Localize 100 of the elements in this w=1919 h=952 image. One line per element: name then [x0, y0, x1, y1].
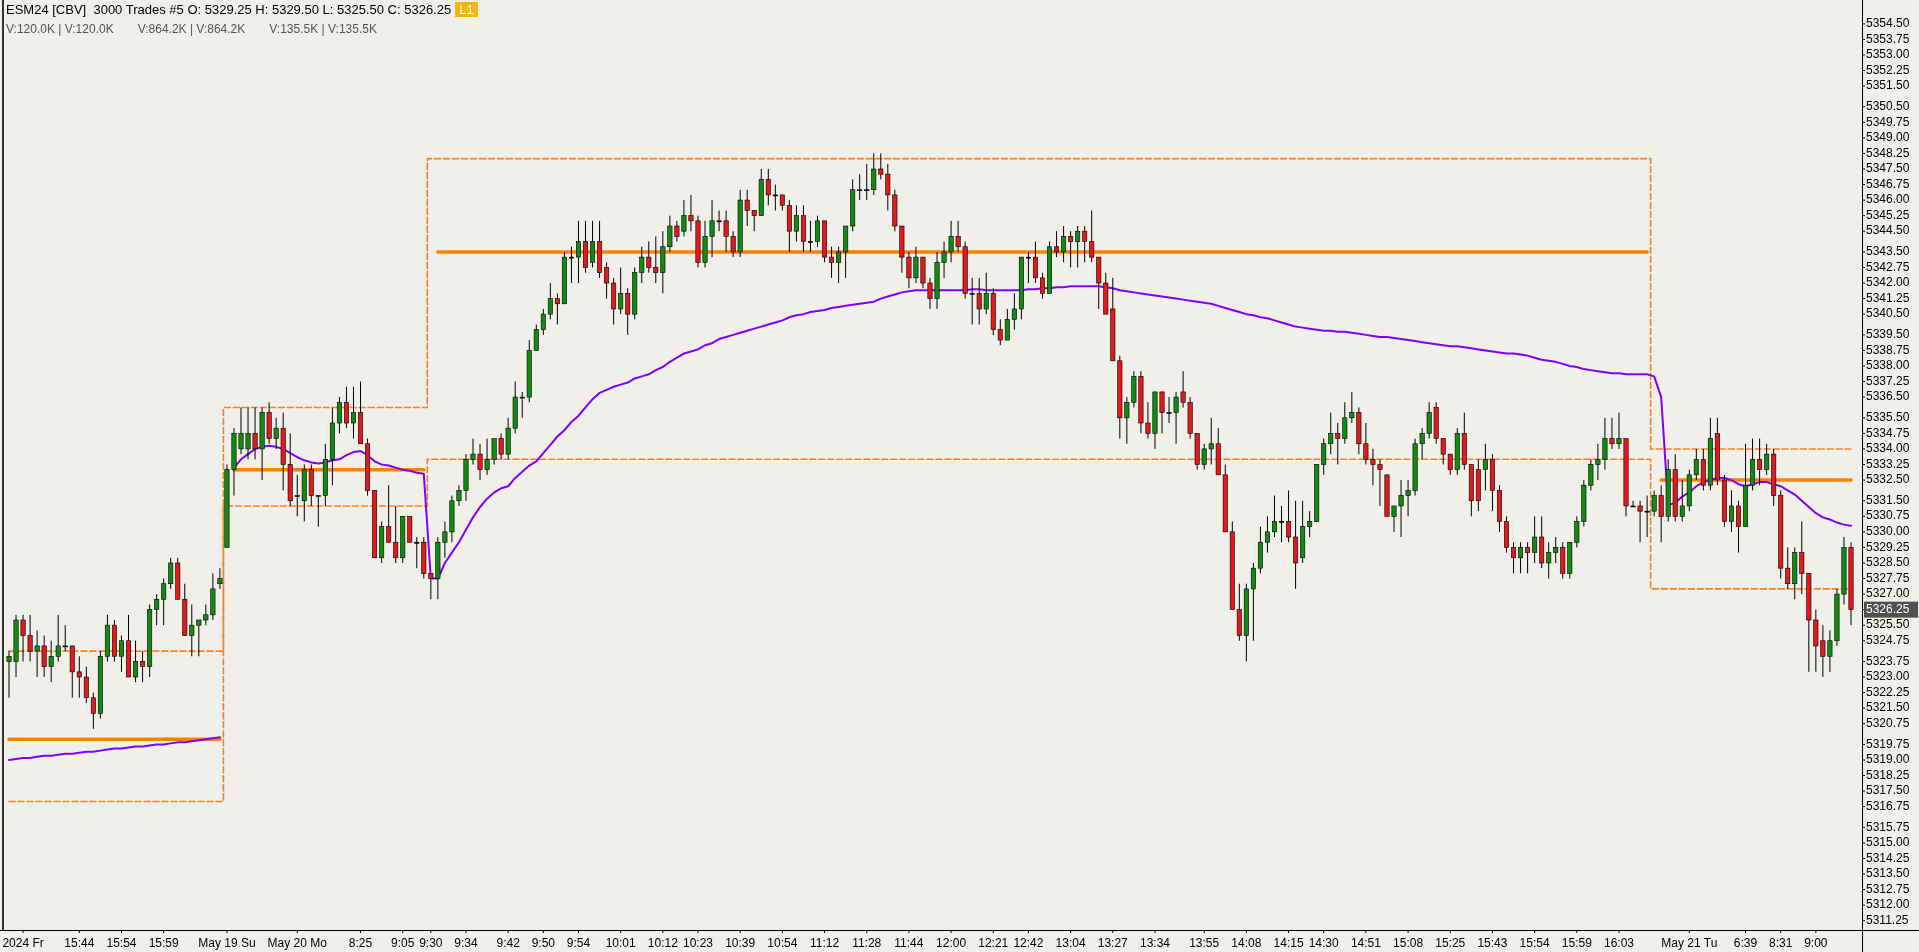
y-tick-label: 5324.75 — [1866, 632, 1910, 647]
y-tick-label: 5333.25 — [1866, 456, 1910, 471]
candlestick — [1061, 225, 1067, 263]
y-tick-label: 5352.25 — [1866, 62, 1910, 77]
y-tick-label: 5345.25 — [1866, 207, 1910, 222]
candlestick — [1075, 225, 1081, 268]
x-tick-label: 9:30 — [419, 936, 443, 951]
y-tick-label: 5343.50 — [1866, 244, 1910, 259]
candlestick — [590, 220, 596, 268]
y-tick-label: 5323.00 — [1866, 669, 1910, 684]
y-tick-label: 5314.25 — [1866, 850, 1910, 865]
candlestick — [793, 204, 799, 243]
x-tick-label: 9:00 — [1804, 936, 1828, 951]
x-tick-label: 9:42 — [496, 936, 521, 951]
y-tick-label: 5320.75 — [1866, 715, 1910, 730]
y-tick-label: 5327.75 — [1866, 570, 1910, 585]
candlestick — [815, 215, 820, 248]
candlestick — [133, 640, 139, 683]
x-tick-label: May 19 Su — [198, 936, 256, 951]
y-tick-label: 5311.25 — [1866, 912, 1909, 927]
x-tick-label: 11:44 — [894, 936, 924, 951]
y-tick-label: 5312.75 — [1866, 881, 1910, 896]
x-tick-label: 9:50 — [531, 936, 556, 951]
x-tick-label: 15:43 — [1477, 936, 1508, 951]
x-tick-label: 10:23 — [682, 936, 714, 951]
candlestick — [386, 484, 392, 543]
y-tick-label: 5321.50 — [1866, 700, 1910, 715]
y-tick-label: 5340.50 — [1866, 306, 1910, 321]
x-tick-label: 13:27 — [1097, 936, 1129, 951]
y-tick-label: 5348.25 — [1866, 145, 1910, 160]
candlestick — [829, 246, 835, 279]
y-tick-label: 5336.50 — [1866, 389, 1910, 404]
candlestick — [1279, 505, 1285, 543]
x-tick-label: 13:55 — [1189, 936, 1220, 951]
candlestick — [336, 396, 342, 434]
candlestick — [83, 666, 89, 704]
x-tick-label: 13:04 — [1055, 936, 1086, 951]
x-tick-label: 15:54 — [106, 936, 137, 951]
candlestick — [554, 292, 560, 326]
candlestick — [1525, 541, 1531, 574]
candlestick — [1518, 541, 1524, 574]
candlestick — [1307, 510, 1313, 538]
annotation: V:120.0K | V:120.0K — [6, 22, 114, 36]
y-tick-label: 5317.50 — [1866, 783, 1910, 798]
x-tick-label: 12:00 — [936, 936, 967, 951]
y-tick-label: 5322.25 — [1866, 684, 1910, 699]
y-tick-label: 5315.75 — [1866, 819, 1910, 834]
y-tick-label: 5350.50 — [1866, 98, 1910, 113]
candlestick — [154, 593, 160, 626]
candlestick — [1532, 515, 1538, 564]
y-tick-label: 5319.75 — [1866, 736, 1910, 751]
y-tick-label: 5335.50 — [1866, 410, 1910, 424]
candlestick — [1032, 241, 1038, 284]
x-tick-label: 8:25 — [348, 936, 373, 951]
y-tick-label: 5313.50 — [1866, 866, 1910, 881]
candlestick — [1482, 443, 1488, 491]
x-tick-label: 9:54 — [566, 936, 591, 951]
candlestick — [1511, 541, 1517, 574]
x-tick-label: 15:44 — [64, 936, 95, 951]
candlestick — [1757, 438, 1763, 486]
y-tick-label: 5346.00 — [1866, 192, 1910, 207]
y-tick-label: 5327.00 — [1866, 586, 1910, 601]
y-tick-label: 5341.25 — [1866, 290, 1910, 305]
y-tick-label: 5323.75 — [1866, 653, 1910, 668]
x-tick-label: 11:28 — [852, 936, 882, 951]
candlestick — [315, 495, 321, 528]
x-tick-label: 14:30 — [1308, 936, 1340, 951]
candlestick — [1729, 489, 1734, 533]
candlestick — [343, 386, 349, 429]
candlestick — [1004, 308, 1010, 341]
x-tick-label: 2024 Fr — [2, 936, 44, 951]
y-tick-label: 5318.25 — [1866, 767, 1910, 782]
chart-title: ESM24 [CBV] 3000 Trades #5 O: 5329.25 H: 5329.50 L: 5325.50 C: 5326.25 — [6, 2, 452, 17]
y-tick-label: 5349.00 — [1866, 130, 1910, 145]
candlestick — [836, 246, 842, 284]
y-tick-label: 5316.75 — [1866, 798, 1910, 813]
candlestick — [1040, 272, 1045, 300]
candlestick — [1054, 230, 1060, 258]
y-tick-label: 5325.50 — [1866, 617, 1910, 632]
x-tick-label: 9:34 — [454, 936, 478, 951]
y-tick-label: 5319.00 — [1866, 752, 1910, 767]
chart-subtitle: L1 — [455, 2, 478, 17]
candlestick — [604, 261, 610, 300]
y-tick-label: 5334.00 — [1866, 441, 1910, 456]
y-tick-label: 5315.00 — [1866, 835, 1910, 850]
y-tick-label: 5337.25 — [1866, 373, 1910, 388]
y-tick-label: 5326.25 — [1866, 601, 1910, 616]
x-tick-label: 15:25 — [1435, 936, 1466, 951]
y-tick-label: 5328.50 — [1866, 555, 1910, 570]
candlestick — [1250, 562, 1256, 642]
candlestick — [140, 650, 146, 683]
x-tick-label: 16:03 — [1603, 936, 1635, 951]
x-tick-label: 13:34 — [1139, 936, 1171, 951]
candlestick — [1264, 515, 1270, 554]
x-tick-label: May 20 Mo — [267, 936, 328, 951]
candlestick — [618, 266, 624, 315]
y-tick-label: 5351.50 — [1866, 78, 1910, 93]
y-tick-label: 5354.50 — [1866, 16, 1910, 31]
y-tick-label: 5338.75 — [1866, 342, 1910, 357]
y-tick-label: 5330.75 — [1866, 508, 1910, 523]
